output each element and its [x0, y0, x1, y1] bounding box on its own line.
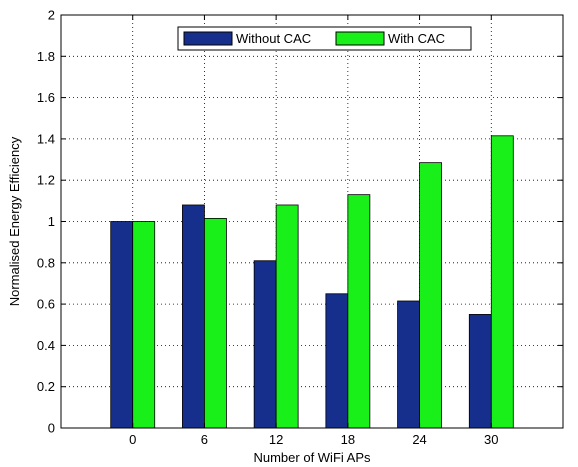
bar-without-cac — [182, 204, 205, 429]
legend-swatch-without-cac — [183, 31, 233, 46]
bar-without-cac — [253, 260, 277, 429]
legend: Without CAC With CAC — [177, 26, 472, 51]
y-tick-label: 0.4 — [37, 338, 55, 353]
y-tick-label: 1.2 — [37, 173, 55, 188]
bar-with-cac — [490, 135, 514, 429]
y-tick-label: 0.2 — [37, 379, 55, 394]
x-tick-label: 12 — [269, 432, 283, 447]
y-tick-label: 0.6 — [37, 297, 55, 312]
x-tick-label: 0 — [129, 432, 136, 447]
legend-label-with-cac: With CAC — [388, 31, 445, 46]
y-tick-label: 1 — [48, 214, 55, 229]
y-tick-label: 1.6 — [37, 90, 55, 105]
x-axis-title: Number of WiFi APs — [253, 450, 371, 465]
bar-with-cac — [204, 218, 227, 429]
legend-box — [177, 26, 472, 51]
bar-with-cac — [347, 194, 371, 429]
y-tick-label: 0.8 — [37, 255, 55, 270]
bar-with-cac — [275, 204, 299, 429]
bar-with-cac — [419, 162, 442, 429]
y-tick-label: 2 — [48, 8, 55, 23]
bar-without-cac — [325, 293, 349, 429]
x-tick-label: 6 — [201, 432, 208, 447]
legend-swatch-with-cac — [335, 31, 385, 46]
bars — [110, 135, 514, 429]
ticks: 0 0.2 0.4 0.6 0.8 1 1.2 1.4 1.6 1.8 2 0 6 12 18 24 30 — [37, 8, 563, 447]
legend-label-without-cac: Without CAC — [236, 31, 311, 46]
y-axis-title: Normalised Energy Efficiency — [7, 136, 22, 306]
y-tick-label: 1.4 — [37, 131, 55, 146]
y-tick-label: 0 — [48, 421, 55, 436]
x-tick-label: 30 — [484, 432, 498, 447]
y-tick-label: 1.8 — [37, 49, 55, 64]
x-tick-label: 24 — [412, 432, 426, 447]
bar-with-cac — [132, 221, 156, 429]
bar-without-cac — [468, 314, 492, 429]
x-tick-label: 18 — [341, 432, 355, 447]
bar-without-cac — [110, 221, 134, 429]
bar-without-cac — [397, 300, 420, 429]
